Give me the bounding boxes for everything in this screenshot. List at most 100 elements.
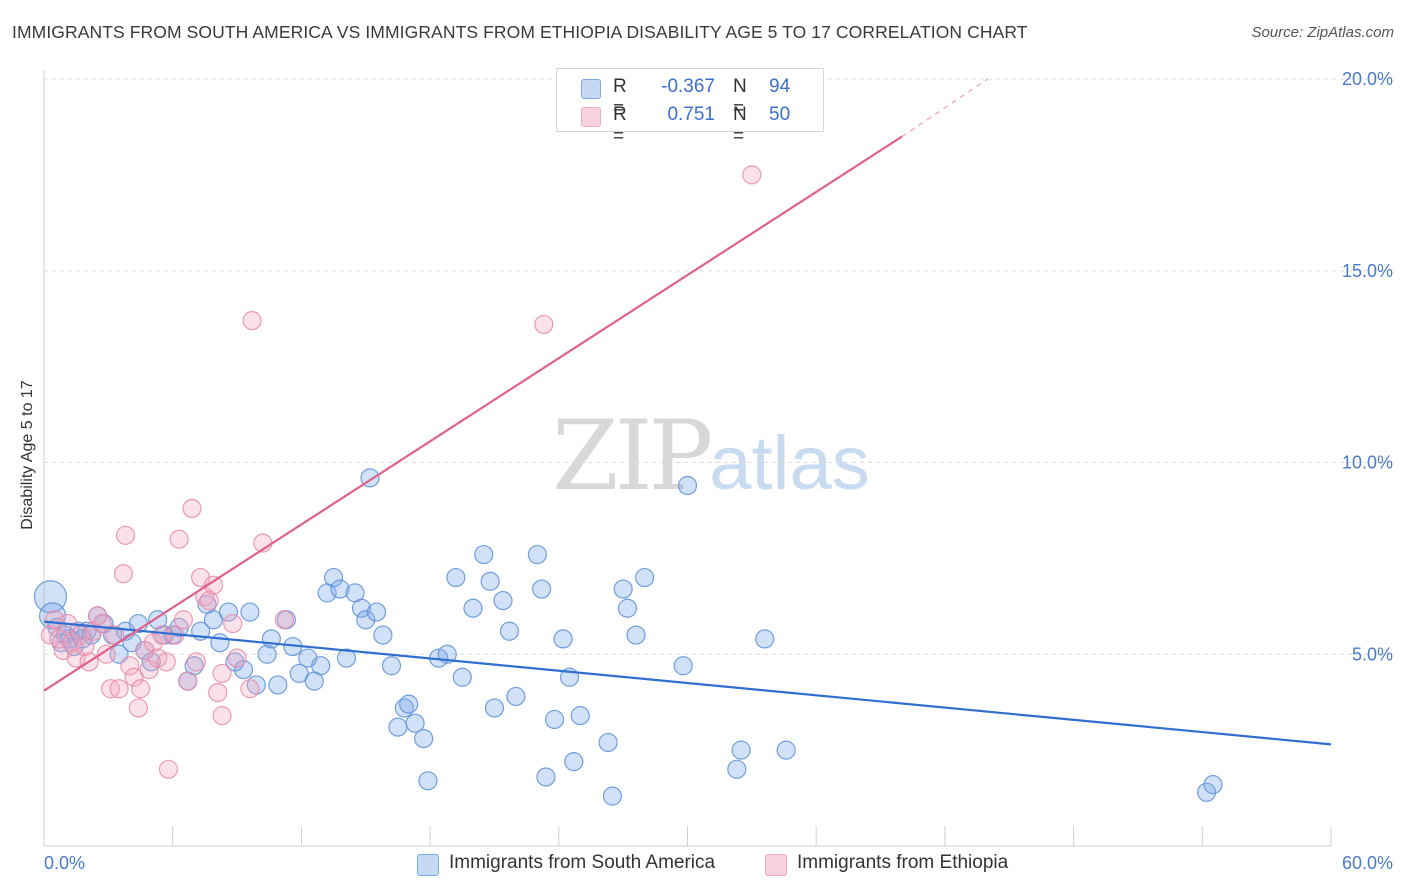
- point-south-america: [570, 706, 590, 726]
- point-ethiopia: [124, 667, 144, 687]
- tick-labels: 5.0% 10.0% 15.0% 20.0% 0.0% 60.0%: [44, 69, 1393, 873]
- point-ethiopia: [130, 679, 151, 699]
- point-ethiopia: [156, 652, 176, 672]
- point-ethiopia: [113, 564, 133, 584]
- legend-swatch-blue: [581, 79, 601, 99]
- point-south-america: [527, 544, 547, 565]
- point-south-america: [617, 598, 638, 618]
- legend-n-value: 94: [769, 76, 791, 97]
- point-ethiopia: [75, 636, 95, 657]
- point-south-america: [257, 644, 277, 664]
- series-name: Immigrants from Ethiopia: [797, 852, 1009, 873]
- point-south-america: [373, 625, 393, 645]
- point-south-america: [336, 648, 357, 668]
- point-south-america: [474, 544, 494, 565]
- point-south-america: [381, 656, 402, 676]
- watermark-atlas: atlas: [709, 421, 870, 506]
- point-south-america: [351, 598, 372, 618]
- point-ethiopia: [227, 648, 247, 668]
- point-south-america: [499, 621, 520, 641]
- y-tick-label: 15.0%: [1342, 261, 1393, 281]
- point-south-america: [536, 767, 556, 787]
- point-ethiopia: [49, 629, 69, 649]
- y-tick-label: 20.0%: [1342, 69, 1393, 89]
- point-south-america: [598, 732, 618, 753]
- point-south-america: [218, 602, 239, 622]
- point-south-america: [553, 629, 573, 649]
- y-axis-label: Disability Age 5 to 17: [19, 380, 36, 530]
- trend-line-extension: [901, 78, 989, 138]
- point-south-america: [446, 567, 466, 588]
- point-south-america: [602, 786, 623, 806]
- point-ethiopia: [274, 610, 294, 630]
- y-tick-label: 5.0%: [1352, 644, 1393, 664]
- point-ethiopia: [186, 652, 206, 672]
- point-ethiopia: [96, 644, 116, 664]
- point-south-america: [484, 698, 505, 718]
- point-south-america: [564, 752, 584, 772]
- point-south-america: [268, 675, 288, 695]
- grid-lines: [44, 78, 1392, 655]
- point-south-america: [731, 740, 751, 760]
- point-south-america: [673, 656, 693, 676]
- series-swatch-blue: [417, 854, 439, 876]
- point-ethiopia: [203, 575, 224, 595]
- point-ethiopia: [109, 679, 129, 699]
- point-ethiopia: [223, 613, 243, 634]
- watermark-zip: ZIP: [552, 400, 713, 512]
- point-south-america: [414, 729, 434, 749]
- point-south-america: [755, 629, 775, 649]
- point-south-america: [203, 610, 224, 630]
- point-south-america: [1196, 782, 1217, 802]
- chart-title: IMMIGRANTS FROM SOUTH AMERICA VS IMMIGRA…: [12, 22, 1028, 42]
- point-south-america: [480, 571, 500, 591]
- point-ethiopia: [208, 682, 228, 703]
- point-ethiopia: [128, 698, 148, 718]
- point-south-america: [776, 740, 796, 760]
- point-south-america: [311, 656, 331, 676]
- point-south-america: [626, 625, 646, 645]
- axes: [43, 70, 1332, 847]
- legend-swatch-pink: [581, 107, 601, 127]
- point-ethiopia: [199, 590, 219, 611]
- y-tick-label: 10.0%: [1342, 453, 1393, 473]
- point-ethiopia: [240, 679, 260, 699]
- point-south-america: [506, 686, 526, 707]
- point-south-america: [613, 579, 633, 599]
- series-name: Immigrants from South America: [449, 852, 716, 873]
- point-south-america: [463, 598, 483, 618]
- point-ethiopia: [169, 529, 189, 549]
- point-south-america: [240, 602, 260, 622]
- point-ethiopia: [212, 663, 232, 684]
- data-points: [33, 165, 1223, 806]
- point-ethiopia: [178, 671, 198, 691]
- point-south-america: [210, 633, 230, 653]
- point-south-america: [677, 475, 698, 496]
- point-south-america: [634, 567, 655, 588]
- legend-r-value: -0.367: [661, 76, 715, 97]
- legend-r-label: R =: [613, 76, 627, 119]
- legend-n-value: 50: [769, 104, 791, 125]
- point-south-america: [261, 629, 281, 649]
- point-south-america: [405, 713, 425, 733]
- point-south-america: [289, 663, 309, 684]
- source-credit: Source: ZipAtlas.com: [1251, 24, 1394, 41]
- point-ethiopia: [173, 610, 194, 630]
- point-south-america: [532, 579, 552, 599]
- point-ethiopia: [742, 165, 762, 185]
- point-south-america: [366, 602, 387, 622]
- point-ethiopia: [45, 610, 65, 630]
- point-south-america: [452, 667, 472, 687]
- legend-r-value: 0.751: [667, 104, 715, 125]
- point-ethiopia: [212, 706, 232, 726]
- legend-r-label: R =: [613, 104, 627, 147]
- point-ethiopia: [158, 759, 179, 779]
- point-ethiopia: [242, 311, 262, 331]
- series-swatch-pink: [765, 854, 787, 876]
- x-tick-label: 0.0%: [44, 853, 85, 873]
- point-south-america: [1203, 775, 1223, 795]
- point-ethiopia: [182, 498, 202, 519]
- legend-n-label: N =: [733, 76, 747, 119]
- x-tick-label: 60.0%: [1342, 853, 1393, 873]
- point-ethiopia: [534, 314, 554, 335]
